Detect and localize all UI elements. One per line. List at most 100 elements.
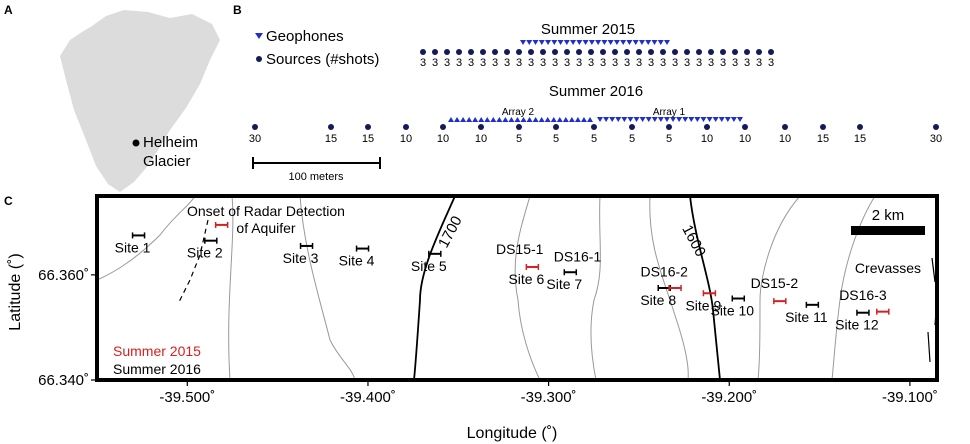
legend-summer-2016: Summer 2016: [113, 361, 201, 377]
geophone-array2: [520, 117, 527, 122]
x-tick-label: -39.300˚: [521, 389, 577, 406]
panel-b-letter: B: [233, 3, 242, 17]
geophone-2015: [520, 40, 526, 45]
geophone-2015: [613, 40, 620, 45]
geophone-array2: [460, 117, 467, 122]
geophone-array2: [502, 117, 509, 122]
shot-count-2015: 3: [648, 57, 654, 69]
shot-count-2016: 10: [739, 133, 751, 145]
geophone-array2: [580, 117, 587, 122]
shot-count-2016: 10: [475, 133, 487, 145]
source-2016: [820, 124, 826, 130]
source-2015: [528, 49, 534, 55]
geophone-array2: [562, 117, 569, 122]
source-2016: [704, 124, 710, 130]
source-2016: [857, 124, 863, 130]
geophone-array1: [609, 117, 616, 122]
geophone-2015: [664, 40, 670, 45]
site-label: Site 6: [508, 271, 544, 287]
geophone-array2: [526, 117, 533, 122]
geophone-2015: [551, 40, 558, 45]
array-1-label: Array 1: [653, 107, 686, 118]
geophone-2015: [638, 40, 645, 45]
source-2016: [553, 124, 559, 130]
x-tick-label: -39.500˚: [159, 389, 215, 406]
shot-count-2015: 3: [492, 57, 498, 69]
geophone-array2: [514, 117, 521, 122]
site-label: Site 2: [187, 245, 223, 261]
helheim-label-2: Glacier: [143, 153, 191, 170]
geophone-array2: [544, 117, 551, 122]
deployment-label: DS15-2: [751, 275, 799, 291]
scale-bar-label: 100 meters: [288, 171, 344, 183]
geophone-2015: [588, 40, 595, 45]
geophone-array2: [490, 117, 497, 122]
source-2016: [629, 124, 635, 130]
helheim-marker: [132, 139, 140, 147]
legend-sources: Sources (#shots): [266, 51, 379, 68]
geophone-array2: [454, 117, 461, 122]
array-2-label: Array 2: [502, 107, 535, 118]
source-2015: [768, 49, 774, 55]
shot-count-2015: 3: [504, 57, 510, 69]
geophone-2015: [526, 40, 533, 45]
source-2016: [440, 124, 446, 130]
y-axis-label: Latitude (˚): [7, 253, 24, 330]
source-2016: [742, 124, 748, 130]
geophone-array1: [663, 117, 670, 122]
geophone-2015: [620, 40, 627, 45]
geophone-array1: [712, 117, 719, 122]
shot-count-2015: 3: [540, 57, 546, 69]
geophone-2015: [601, 40, 608, 45]
geophone-2015: [657, 40, 664, 45]
source-2015: [636, 49, 642, 55]
legend-geophones: Geophones: [266, 28, 344, 45]
source-2016: [782, 124, 788, 130]
geophone-2015: [582, 40, 589, 45]
geophone-array2: [508, 117, 515, 122]
shot-count-2015: 3: [516, 57, 522, 69]
geophone-2015: [595, 40, 602, 45]
shot-count-2015: 3: [708, 57, 714, 69]
site-label: Site 4: [339, 253, 375, 269]
source-2015: [552, 49, 558, 55]
source-2015: [516, 49, 522, 55]
shot-count-2016: 10: [779, 133, 791, 145]
shot-count-2016: 5: [591, 133, 597, 145]
source-2015: [432, 49, 438, 55]
shot-count-2015: 3: [768, 57, 774, 69]
source-2015: [480, 49, 486, 55]
shot-count-2015: 3: [672, 57, 678, 69]
panel-c-letter: C: [4, 194, 13, 208]
site-label: Site 10: [710, 303, 754, 319]
greenland-map: [60, 10, 220, 192]
y-tick-label: 66.340˚: [38, 372, 89, 389]
site-label: Site 9: [685, 297, 721, 313]
source-2015: [588, 49, 594, 55]
x-tick-label: -39.200˚: [701, 389, 757, 406]
helheim-label-1: Helheim: [143, 134, 198, 151]
shot-count-2016: 10: [437, 133, 449, 145]
summer-2016-array: 30 15 15 10 10 10 5 5 5 5 5 10 10 10 15 15 30: [249, 117, 942, 145]
y-tick-label: 66.360˚: [38, 267, 89, 284]
source-2016: [403, 124, 409, 130]
shot-count-2016: 15: [362, 133, 374, 145]
shot-count-2015: 3: [720, 57, 726, 69]
geophone-array2: [538, 117, 545, 122]
geophone-array1: [737, 117, 743, 122]
shot-count-2015: 3: [528, 57, 534, 69]
geophone-array1: [730, 117, 737, 122]
shot-count-2016: 5: [629, 133, 635, 145]
site-label: Site 12: [835, 317, 879, 333]
geophone-2015: [538, 40, 545, 45]
site-label: Site 7: [546, 276, 582, 292]
summer-2015-title: Summer 2015: [541, 21, 635, 38]
site-label: Site 3: [283, 250, 319, 266]
shot-count-2015: 3: [468, 57, 474, 69]
source-2015: [684, 49, 690, 55]
shot-count-2015: 3: [576, 57, 582, 69]
source-legend-icon: [256, 56, 262, 62]
shot-count-2015: 3: [636, 57, 642, 69]
geophone-2015: [645, 40, 652, 45]
